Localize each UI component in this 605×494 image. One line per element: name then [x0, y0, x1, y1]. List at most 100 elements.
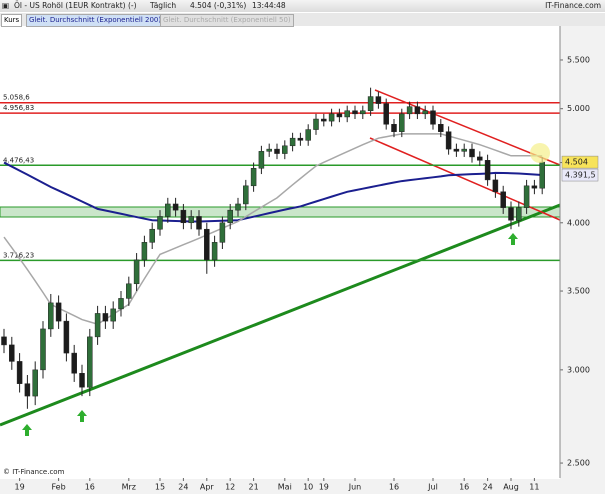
- x-tick-label: 19: [319, 483, 329, 492]
- arrow: [77, 410, 87, 422]
- candle-body: [149, 228, 155, 243]
- highlight: [530, 143, 550, 163]
- x-tick-label: 24: [483, 483, 493, 492]
- candle-body: [383, 103, 389, 125]
- tab-bar: Kurs Gleit. Durchschnitt (Exponentiell 2…: [0, 13, 605, 27]
- y-tick-label: 3.500: [567, 287, 590, 296]
- candle-body: [289, 137, 296, 147]
- candle-body: [196, 216, 202, 230]
- candle-body: [305, 129, 311, 141]
- candle-body: [157, 216, 163, 230]
- candle-body: [243, 185, 249, 205]
- candle-body: [180, 209, 187, 224]
- candle-body: [477, 156, 483, 161]
- x-tick-label: Aug: [503, 483, 519, 492]
- arrow: [22, 424, 32, 436]
- level-label: 4.956,83: [3, 104, 34, 112]
- candle-body: [438, 124, 444, 132]
- candle-body: [1, 336, 7, 346]
- candle-body: [55, 302, 62, 322]
- tab[interactable]: Kurs: [1, 14, 23, 27]
- candle-body: [531, 185, 538, 189]
- trend-line: [0, 203, 561, 427]
- price-box-label: 4.391,5: [565, 171, 596, 180]
- candle-body: [204, 228, 210, 261]
- moving-average: [3, 161, 543, 223]
- y-tick-label: 2.500: [567, 459, 590, 468]
- candle-body: [211, 242, 218, 261]
- candle-body: [9, 344, 15, 362]
- candle-body: [445, 131, 452, 150]
- candle-body: [133, 259, 140, 285]
- x-tick-label: Feb: [52, 483, 66, 492]
- candle-body: [118, 298, 124, 310]
- candle-body: [399, 113, 405, 132]
- support-zone: [0, 206, 561, 218]
- price: 4.504 (-0,31%): [190, 1, 247, 10]
- x-tick-label: Mrz: [122, 483, 136, 492]
- candle-body: [141, 242, 148, 261]
- x-tick-label: Apr: [200, 483, 215, 492]
- candle-body: [336, 113, 343, 118]
- candle-body: [508, 207, 514, 221]
- tab[interactable]: Gleit. Durchschnitt (Exponentiell 50): [160, 14, 294, 27]
- candle-body: [391, 124, 397, 132]
- header: ▣ Öl - US Rohöl (1EUR Kontrakt) (-) Tägl…: [0, 0, 605, 12]
- title: Öl - US Rohöl (1EUR Kontrakt) (-): [14, 1, 137, 10]
- candle-body: [48, 302, 54, 330]
- candle-body: [406, 106, 413, 115]
- candle-body: [516, 207, 522, 221]
- candle-body: [126, 283, 132, 299]
- candle-body: [165, 203, 171, 217]
- candle-body: [422, 110, 428, 115]
- level-label: 3.716,23: [3, 251, 34, 259]
- candle-body: [94, 313, 101, 338]
- x-tick-label: 19: [15, 483, 25, 492]
- brand: IT-Finance.com: [545, 1, 601, 10]
- candle-body: [274, 148, 280, 154]
- candle-body: [258, 151, 265, 169]
- candle-body: [16, 361, 23, 384]
- candle-body: [235, 203, 241, 211]
- x-tick-label: 21: [249, 483, 259, 492]
- candle-body: [360, 110, 366, 115]
- candle-body: [453, 148, 460, 152]
- x-tick-label: 16: [389, 483, 399, 492]
- candle-body: [250, 168, 257, 187]
- candle-body: [321, 118, 327, 122]
- candle-body: [297, 137, 304, 141]
- candle-body: [188, 216, 194, 224]
- price-box: [561, 168, 599, 182]
- candle-body: [87, 336, 93, 388]
- y-tick-label: 3.000: [567, 365, 590, 374]
- candle-body: [172, 203, 179, 211]
- time: 13:44:48: [252, 1, 286, 10]
- candle-body: [414, 106, 421, 115]
- candle-body: [539, 161, 545, 189]
- candle-body: [523, 185, 530, 208]
- x-tick-label: 16: [85, 483, 95, 492]
- candle-body: [328, 113, 335, 122]
- candle-body: [313, 118, 319, 130]
- y-tick-label: 5.500: [567, 55, 590, 64]
- interval: Täglich: [150, 1, 177, 10]
- copyright: © IT-Finance.com: [3, 468, 65, 476]
- candle-body: [430, 110, 436, 125]
- candle-body: [110, 308, 116, 322]
- candle-body: [367, 96, 374, 112]
- icon: ▣: [2, 1, 10, 10]
- x-tick-label: Jul: [427, 483, 438, 492]
- tab[interactable]: Gleit. Durchschnitt (Exponentiell 200): [26, 14, 165, 27]
- candle-body: [227, 209, 233, 224]
- candle-body: [219, 222, 226, 243]
- candle-body: [500, 191, 506, 208]
- candle-body: [32, 369, 38, 397]
- x-tick-label: 15: [155, 483, 165, 492]
- x-tick-label: 12: [225, 483, 235, 492]
- candle-body: [102, 313, 109, 322]
- x-tick-label: 24: [178, 483, 188, 492]
- moving-average: [3, 133, 543, 326]
- price-box: [561, 155, 599, 169]
- x-tick-label: Mai: [278, 483, 292, 492]
